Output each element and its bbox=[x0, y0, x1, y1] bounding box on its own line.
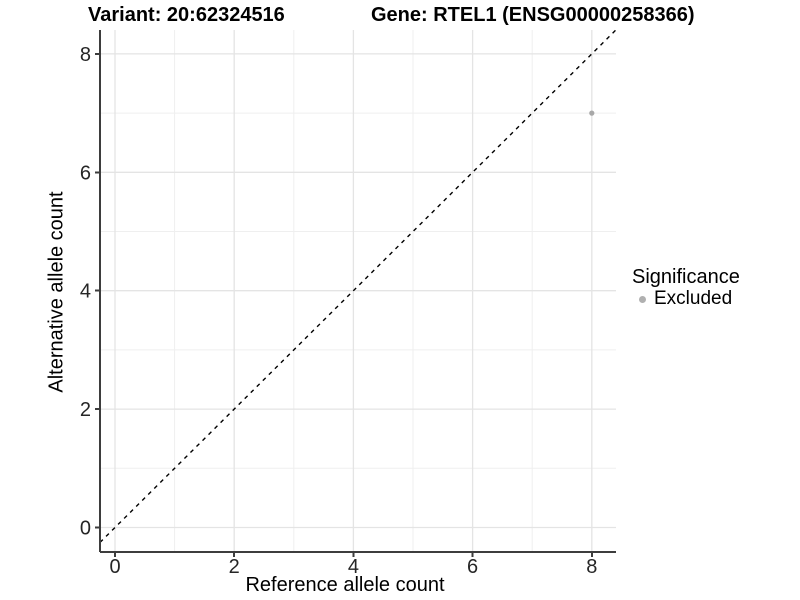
x-tick-label: 4 bbox=[348, 556, 359, 578]
legend-item-excluded: Excluded bbox=[632, 288, 740, 310]
x-tick-label: 8 bbox=[586, 556, 597, 578]
y-tick-label: 6 bbox=[80, 162, 91, 184]
excluded-marker-icon bbox=[639, 295, 646, 303]
y-axis-title: Alternative allele count bbox=[45, 191, 68, 393]
x-tick-label: 2 bbox=[229, 556, 240, 578]
variant-title: Variant: 20:62324516 bbox=[88, 4, 285, 26]
x-axis-title: Reference allele count bbox=[245, 574, 445, 596]
y-tick-label: 8 bbox=[80, 44, 91, 66]
y-tick-label: 2 bbox=[80, 399, 91, 421]
y-tick-label: 0 bbox=[80, 518, 91, 540]
y-tick-label: 4 bbox=[80, 281, 91, 303]
legend: Significance Excluded bbox=[632, 266, 740, 310]
data-point bbox=[589, 110, 595, 116]
identity-dashed-line bbox=[99, 29, 617, 543]
legend-item-label: Excluded bbox=[654, 288, 733, 309]
x-tick-label: 0 bbox=[109, 556, 120, 578]
legend-title: Significance bbox=[632, 266, 740, 288]
x-tick-label: 6 bbox=[467, 556, 478, 578]
gene-title: Gene: RTEL1 (ENSG00000258366) bbox=[371, 4, 695, 26]
